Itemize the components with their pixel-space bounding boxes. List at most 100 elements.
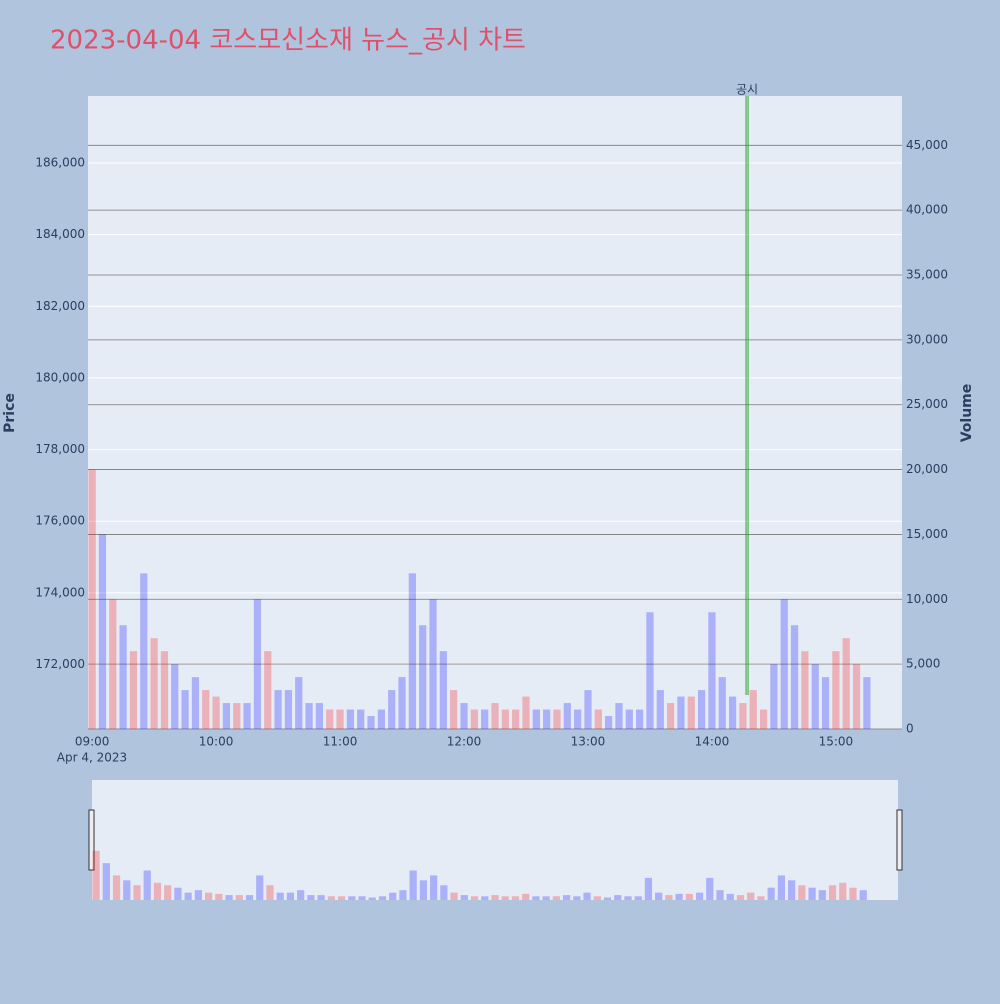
volume-bar bbox=[821, 677, 830, 729]
volume-bar bbox=[419, 625, 427, 729]
volume-bar bbox=[286, 892, 295, 900]
volume-bar bbox=[646, 612, 654, 729]
y-tick-label: 172,000 bbox=[35, 657, 85, 671]
range-handle[interactable] bbox=[88, 809, 95, 871]
volume-bar bbox=[460, 703, 468, 729]
volume-bar bbox=[315, 703, 324, 729]
volume-bar bbox=[708, 612, 716, 729]
volume-bar bbox=[818, 890, 826, 900]
volume-bar bbox=[605, 716, 613, 729]
volume-bar bbox=[133, 885, 141, 900]
volume-bar bbox=[284, 690, 293, 729]
volume-bar bbox=[143, 870, 151, 900]
volume-bar bbox=[215, 893, 223, 900]
volume-bar bbox=[842, 638, 850, 729]
volume-bar bbox=[184, 892, 192, 900]
volume-bar bbox=[532, 896, 540, 900]
volume-bar bbox=[573, 896, 581, 900]
volume-bar bbox=[368, 897, 376, 900]
volume-bar bbox=[358, 896, 366, 900]
volume-bar bbox=[859, 890, 867, 900]
volume-bar bbox=[552, 896, 560, 900]
volume-bar bbox=[389, 892, 397, 900]
volume-bar bbox=[470, 896, 479, 900]
volume-bar bbox=[695, 892, 704, 900]
volume-bar bbox=[439, 651, 447, 729]
volume-bar bbox=[522, 696, 530, 729]
volume-bar bbox=[419, 880, 428, 900]
volume-bar bbox=[739, 703, 747, 729]
volume-bar bbox=[150, 638, 158, 729]
volume-bar bbox=[123, 880, 131, 900]
volume-bar bbox=[624, 896, 632, 900]
volume-bar bbox=[491, 703, 499, 729]
volume-bar bbox=[522, 893, 530, 900]
volume-bar bbox=[666, 703, 675, 729]
range-slider[interactable] bbox=[92, 780, 898, 900]
volume-bar bbox=[429, 599, 437, 729]
volume-bar bbox=[245, 895, 254, 900]
y-tick-label: 186,000 bbox=[35, 155, 85, 169]
volume-bar bbox=[636, 709, 644, 729]
volume-bar bbox=[852, 664, 861, 729]
volume-bar bbox=[235, 895, 243, 900]
y2-tick-label: 15,000 bbox=[906, 527, 948, 541]
chart-title: 2023-04-04 코스모신소재 뉴스_공시 차트 bbox=[50, 26, 526, 56]
volume-bar bbox=[780, 599, 788, 729]
volume-bar bbox=[174, 887, 182, 900]
volume-bar bbox=[327, 896, 335, 900]
y-tick-label: 178,000 bbox=[35, 442, 85, 456]
volume-bar bbox=[92, 850, 100, 900]
volume-bar bbox=[594, 709, 602, 729]
x-tick-label: 12:00 bbox=[447, 735, 482, 749]
volume-bar bbox=[749, 690, 757, 729]
x-tick-label: 15:00 bbox=[819, 735, 854, 749]
volume-bar bbox=[801, 651, 809, 729]
volume-bar bbox=[634, 896, 642, 900]
x-date-label: Apr 4, 2023 bbox=[57, 751, 127, 765]
range-handle[interactable] bbox=[896, 809, 903, 871]
volume-bar bbox=[788, 880, 796, 900]
y-tick-label: 182,000 bbox=[35, 299, 85, 313]
volume-bar bbox=[440, 885, 448, 900]
volume-bar bbox=[191, 677, 200, 729]
volume-bar bbox=[119, 625, 127, 729]
volume-bar bbox=[839, 882, 847, 900]
volume-bar bbox=[728, 696, 737, 729]
volume-bar bbox=[563, 703, 571, 729]
volume-bar bbox=[305, 703, 313, 729]
y-tick-label: 174,000 bbox=[35, 585, 85, 599]
volume-bar bbox=[656, 690, 664, 729]
volume-bar bbox=[337, 896, 346, 900]
volume-bar bbox=[204, 892, 213, 900]
x-tick-label: 11:00 bbox=[323, 735, 358, 749]
volume-bar bbox=[777, 875, 786, 900]
volume-bar bbox=[399, 890, 407, 900]
y-tick-label: 184,000 bbox=[35, 227, 85, 241]
volume-bar bbox=[153, 882, 162, 900]
volume-bar bbox=[346, 709, 354, 729]
volume-bar bbox=[675, 893, 683, 900]
volume-bar bbox=[408, 573, 416, 729]
volume-bar bbox=[181, 690, 189, 729]
y2-axis-title: Volume bbox=[959, 384, 975, 443]
volume-bar bbox=[274, 690, 282, 729]
volume-bar bbox=[297, 890, 305, 900]
volume-bar bbox=[583, 892, 591, 900]
volume-bar bbox=[687, 696, 695, 729]
x-tick-label: 13:00 bbox=[571, 735, 606, 749]
volume-bar bbox=[542, 896, 550, 900]
volume-bar bbox=[665, 895, 673, 900]
volume-bar bbox=[222, 703, 231, 729]
volume-bar bbox=[677, 696, 685, 729]
volume-bar bbox=[614, 895, 622, 900]
volume-bar bbox=[747, 892, 755, 900]
volume-bar bbox=[377, 709, 385, 729]
volume-bar bbox=[491, 895, 499, 900]
y2-tick-label: 45,000 bbox=[906, 138, 948, 152]
volume-bar bbox=[726, 893, 734, 900]
volume-bar bbox=[759, 709, 768, 729]
volume-bar bbox=[481, 709, 489, 729]
volume-bar bbox=[112, 875, 121, 900]
volume-bar bbox=[450, 892, 458, 900]
